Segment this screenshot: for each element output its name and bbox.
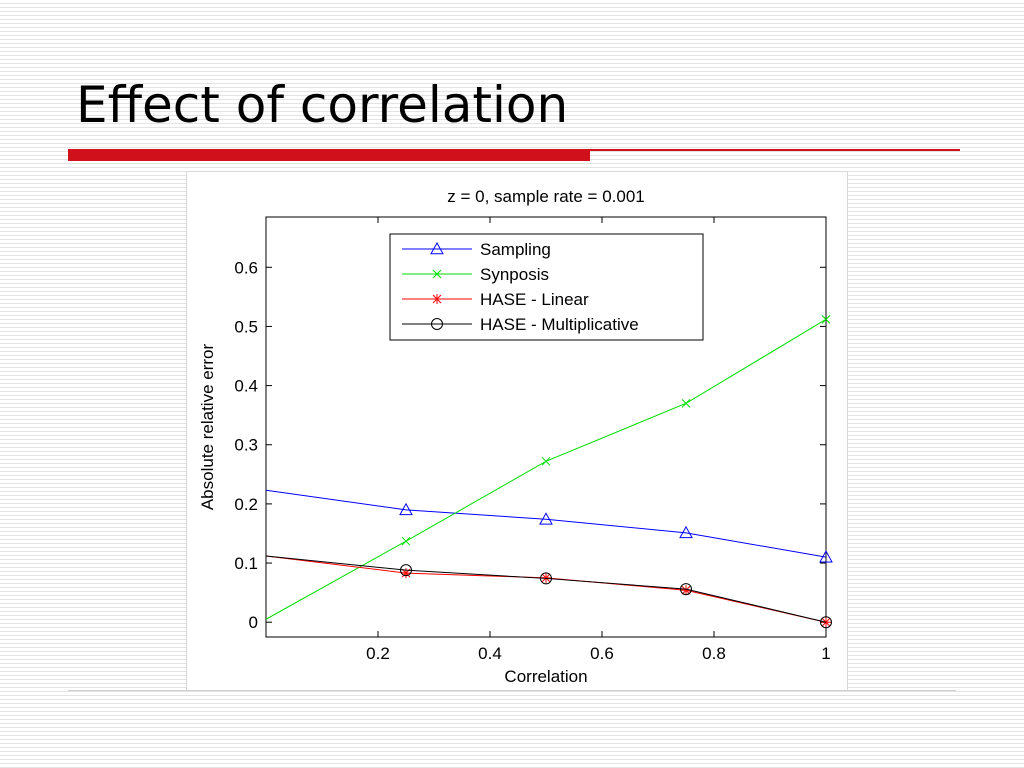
y-tick-label: 0.6 [234,258,258,277]
y-tick-label: 0.5 [234,317,258,336]
y-tick-label: 0.2 [234,495,258,514]
data-point-synposis [401,536,411,546]
data-point-hase-multiplicative [820,616,832,629]
series-line-sampling [266,489,826,558]
legend-label-hase-linear: HASE - Linear [480,290,589,309]
x-tick-label: 0.8 [702,644,726,663]
data-point-synposis [821,314,831,324]
data-point-hase-linear [681,585,691,596]
y-tick-label: 0.3 [234,436,258,455]
y-axis-label: Absolute relative error [198,344,217,511]
series-line-hase-multiplicative [266,555,826,623]
data-point-hase-linear [401,568,411,579]
y-tick-label: 0.4 [234,377,258,396]
title-underline-bar [68,149,590,161]
legend-marker-synposis [432,269,442,279]
chart-title: z = 0, sample rate = 0.001 [447,187,645,206]
title-underline-rule [590,149,960,151]
data-point-synposis [681,398,691,408]
footer-rule [68,690,956,691]
legend-label-sampling: Sampling [480,240,551,259]
data-point-hase-linear [821,617,831,628]
data-point-sampling [679,525,693,539]
legend-label-synposis: Synposis [480,265,549,284]
slide-title: Effect of correlation [76,76,569,134]
data-point-hase-multiplicative [540,572,552,585]
data-point-sampling [819,550,833,563]
legend-label-hase-multiplicative: HASE - Multiplicative [480,315,639,334]
x-tick-label: 0.2 [366,644,390,663]
chart-figure: z = 0, sample rate = 0.001 Correlation Abs… [186,171,848,691]
x-tick-label: 0.4 [478,644,502,663]
legend-marker-hase-linear [432,294,442,304]
x-tick-label: 1 [821,644,830,663]
data-point-sampling [399,502,413,516]
legend-marker-sampling [430,241,444,255]
legend-marker-hase-multiplicative [431,318,443,330]
data-point-hase-linear [541,572,551,583]
y-tick-label: 0.1 [234,554,258,573]
data-point-sampling [539,512,553,525]
data-point-hase-multiplicative [400,564,412,577]
data-point-synposis [541,456,551,466]
x-tick-label: 0.6 [590,644,614,663]
data-point-hase-multiplicative [680,583,692,596]
y-tick-label: 0 [249,613,258,632]
x-axis-label: Correlation [504,667,587,686]
line-chart: z = 0, sample rate = 0.001 Correlation Abs… [198,187,833,686]
